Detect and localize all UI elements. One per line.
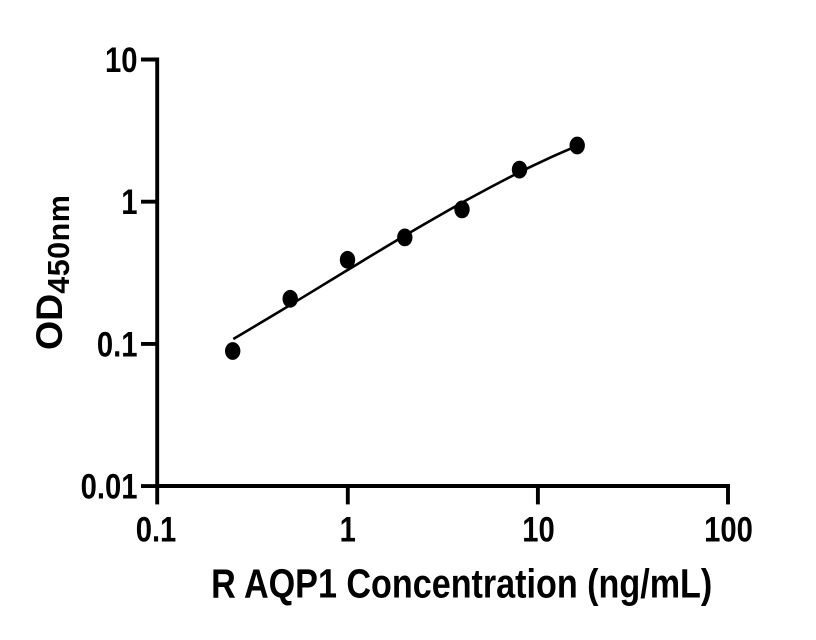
svg-text:R AQP1 Concentration (ng/mL): R AQP1 Concentration (ng/mL) — [211, 561, 712, 606]
svg-text:10: 10 — [105, 41, 138, 80]
svg-text:OD450nm: OD450nm — [28, 195, 76, 350]
svg-text:100: 100 — [704, 510, 753, 549]
svg-text:0.01: 0.01 — [81, 467, 138, 506]
svg-text:10: 10 — [522, 510, 555, 549]
svg-text:0.1: 0.1 — [97, 325, 138, 364]
svg-text:1: 1 — [340, 510, 356, 549]
svg-text:1: 1 — [121, 183, 137, 222]
svg-text:0.1: 0.1 — [136, 510, 177, 549]
